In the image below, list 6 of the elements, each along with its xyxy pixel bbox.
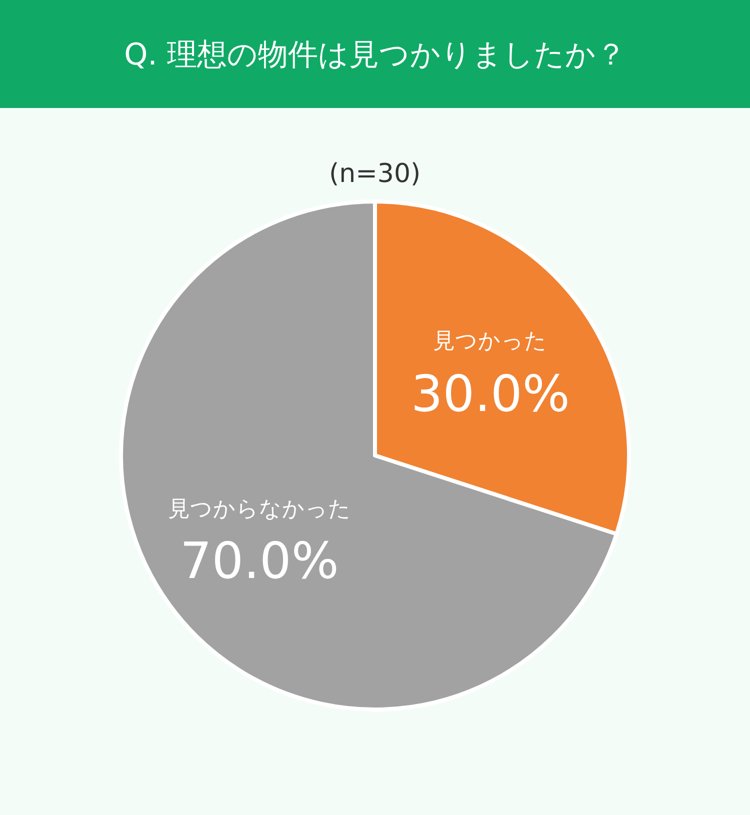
data-label: 70.0% — [180, 532, 339, 590]
data-label: 30.0% — [411, 365, 570, 423]
chart-subtitle: (n=30) — [329, 159, 421, 189]
slice-label: 見つからなかった — [168, 497, 351, 522]
slice-label: 見つかった — [433, 329, 547, 354]
chart-title: Q. 理想の物件は見つかりましたか？ — [124, 38, 626, 72]
